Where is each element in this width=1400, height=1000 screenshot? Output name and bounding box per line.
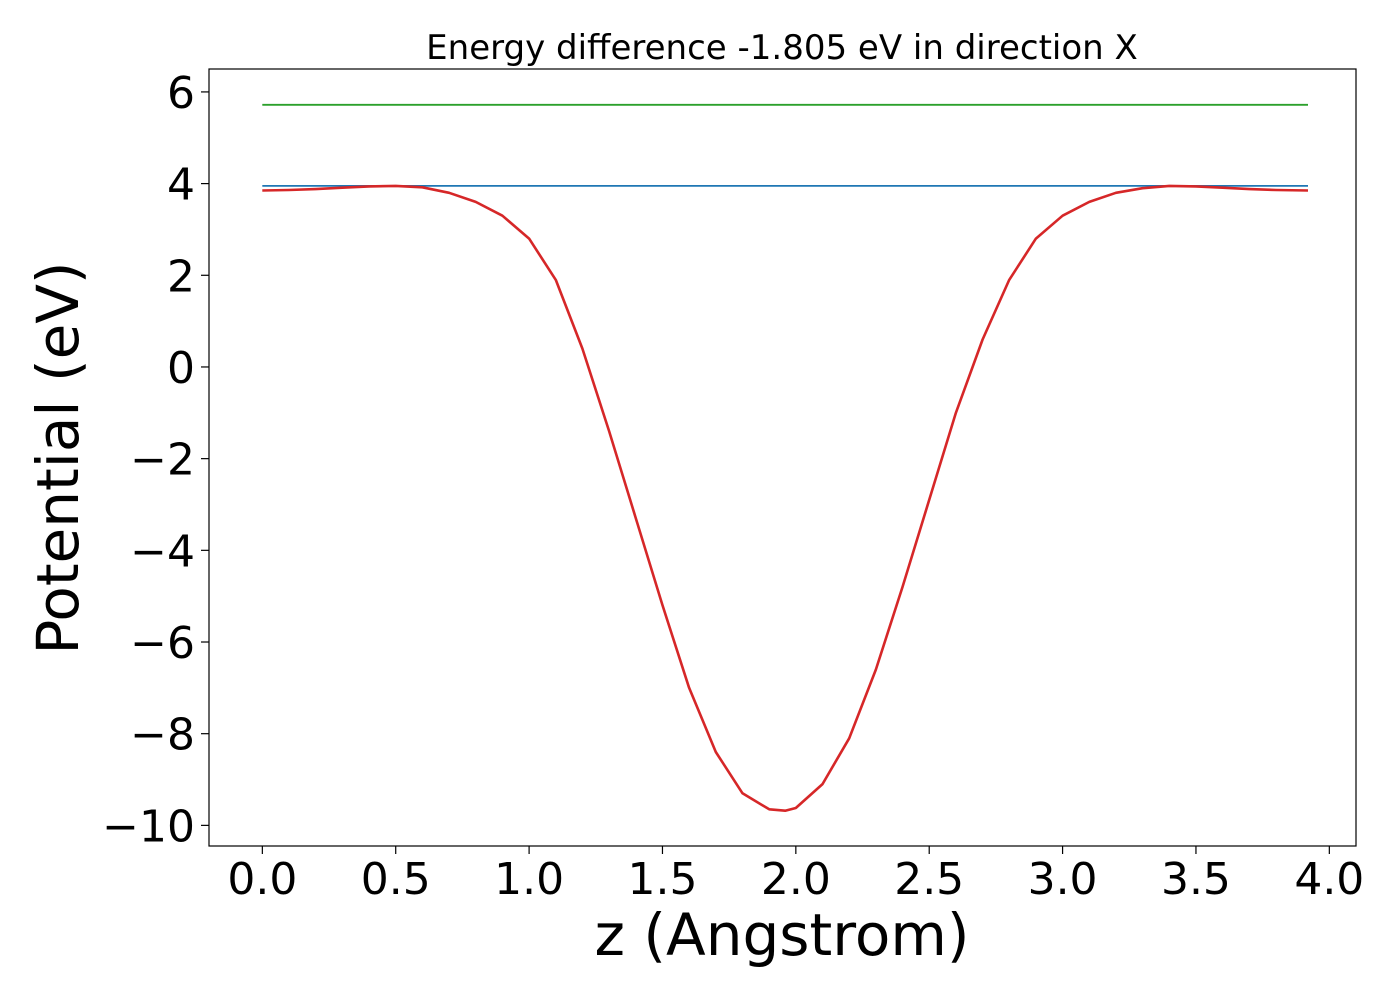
- x-tick-label: 0.0: [227, 854, 297, 905]
- y-tick-label: 6: [167, 68, 195, 119]
- y-tick-label: −8: [130, 710, 195, 761]
- plot-lines: [262, 103, 1309, 812]
- x-tick-label: 3.0: [1028, 854, 1098, 905]
- x-tick-label: 0.5: [361, 854, 431, 905]
- x-tick-label: 4.0: [1294, 854, 1364, 905]
- plot-frame: [208, 68, 1357, 847]
- chart-title: Energy difference -1.805 eV in direction…: [426, 28, 1138, 68]
- x-tick-label: 2.5: [894, 854, 964, 905]
- y-tick-label: 2: [167, 251, 195, 302]
- y-axis-label: Potential (eV): [24, 261, 92, 654]
- x-axis: 0.0 0.5 1.0 1.5 2.0 2.5 3.0 3.5 4.0: [227, 846, 1364, 905]
- y-tick-label: −4: [130, 526, 195, 577]
- x-tick-label: 3.5: [1161, 854, 1231, 905]
- x-tick-label: 1.0: [494, 854, 564, 905]
- x-tick-label: 2.0: [761, 854, 831, 905]
- y-tick-label: −2: [130, 435, 195, 486]
- y-tick-label: −10: [102, 801, 195, 852]
- x-axis-label: z (Angstrom): [595, 901, 970, 969]
- x-tick-label: 1.5: [627, 854, 697, 905]
- y-axis: 6 4 2 0 −2 −4 −6 −8 −10: [102, 68, 209, 852]
- y-tick-label: −6: [130, 618, 195, 669]
- y-tick-label: 4: [167, 160, 195, 211]
- y-tick-label: 0: [167, 343, 195, 394]
- series-line-2: [262, 184, 1309, 812]
